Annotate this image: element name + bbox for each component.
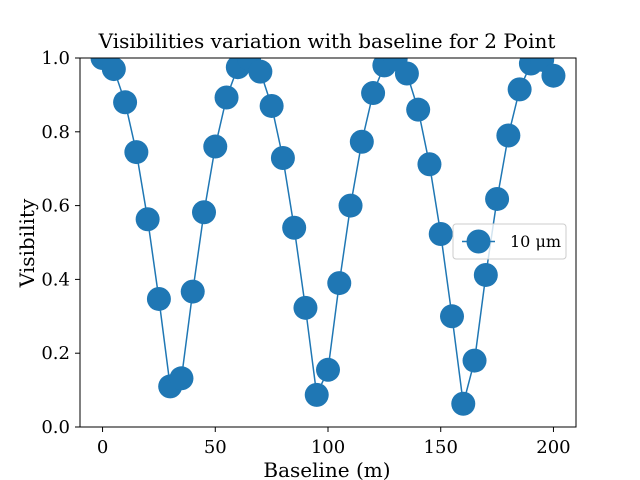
data-point [406, 97, 431, 122]
data-point [349, 129, 374, 154]
data-point [451, 391, 476, 416]
data-point [440, 304, 464, 329]
data-point [462, 348, 487, 373]
data-point [135, 207, 160, 232]
plot-area [90, 58, 566, 416]
legend: 10 μm [452, 223, 567, 260]
data-point [101, 58, 126, 82]
y-tick-label: 1.0 [41, 48, 70, 69]
data-point [417, 152, 442, 177]
data-point [192, 200, 216, 225]
data-point [113, 90, 138, 115]
x-tick-label: 200 [536, 437, 570, 458]
data-point [124, 140, 149, 165]
data-point [327, 271, 352, 296]
x-tick-label: 150 [424, 437, 458, 458]
data-point [304, 382, 329, 407]
data-point [259, 93, 284, 118]
data-point [146, 286, 171, 311]
data-point [473, 262, 498, 287]
data-point [203, 134, 228, 159]
x-tick-label: 50 [204, 437, 227, 458]
data-point [180, 279, 205, 304]
data-point [496, 123, 521, 148]
data-point [485, 186, 510, 211]
data-point [248, 59, 273, 84]
x-tick-label: 0 [97, 437, 108, 458]
data-point [541, 63, 566, 88]
x-axis-label: Baseline (m) [263, 458, 390, 480]
y-tick-label: 0.4 [41, 269, 70, 290]
data-point [214, 85, 239, 110]
y-axis-label: Visibility [15, 198, 39, 288]
data-point [507, 77, 532, 102]
data-point [361, 81, 386, 106]
data-point [428, 222, 453, 247]
data-point [316, 357, 340, 382]
y-tick-label: 0.2 [41, 343, 70, 364]
y-tick-label: 0.8 [41, 122, 70, 143]
data-point [338, 193, 363, 218]
data-point [394, 61, 419, 86]
data-point [293, 295, 318, 320]
data-point [169, 366, 194, 391]
y-tick-label: 0.0 [41, 417, 70, 438]
data-point [282, 215, 307, 240]
axis-ticks: 0 50 100 150 200 0.0 0.2 0.4 0.6 0.8 1.0 [41, 48, 570, 458]
legend-marker-swatch [466, 229, 491, 254]
chart-title: Visibilities variation with baseline for… [98, 29, 556, 53]
data-point [270, 145, 295, 170]
y-tick-label: 0.6 [41, 196, 70, 217]
legend-label: 10 μm [510, 232, 561, 251]
x-tick-label: 100 [311, 437, 345, 458]
